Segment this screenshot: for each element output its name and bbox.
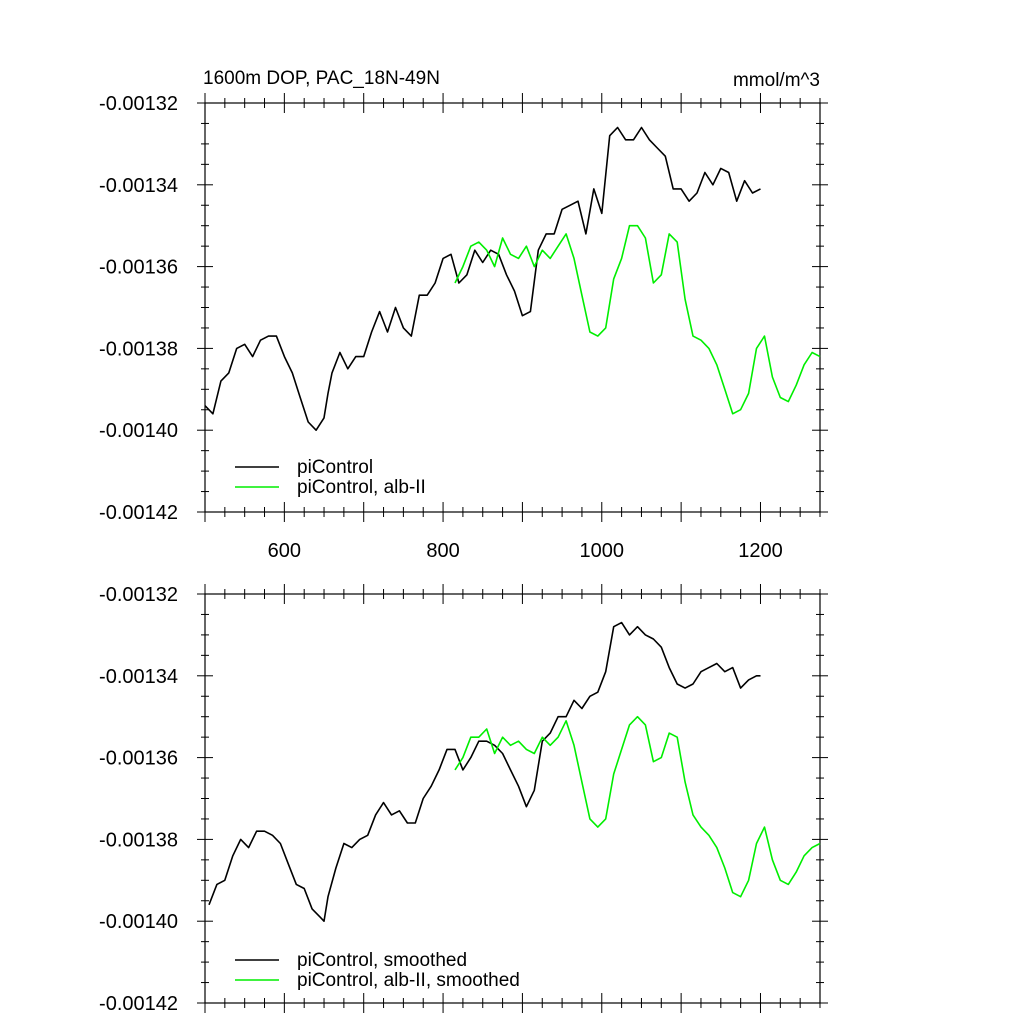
x-tick-label: 1000 xyxy=(580,540,625,562)
y-tick-label: -0.00132 xyxy=(99,584,178,606)
bottom-panel: -0.00132 -0.00134 -0.00136 -0.00138 -0.00140… xyxy=(99,584,828,1015)
y-tick-label: -0.00142 xyxy=(99,502,178,524)
series-lines xyxy=(204,126,821,432)
legend-label: piControl, smoothed xyxy=(297,950,467,971)
y-tick-label: -0.00140 xyxy=(99,911,178,933)
y-tick-label: -0.00136 xyxy=(99,748,178,770)
series-line-1 xyxy=(454,715,821,898)
series-line-0 xyxy=(204,126,761,432)
x-tick-label: 800 xyxy=(426,540,459,562)
series-line-0 xyxy=(208,621,761,923)
axis-ticks xyxy=(197,584,828,1013)
y-axis-labels: -0.00132 -0.00134 -0.00136 -0.00138 -0.00140… xyxy=(99,93,178,524)
series-line-1 xyxy=(454,224,821,415)
series-lines xyxy=(208,621,821,923)
y-tick-label: -0.00134 xyxy=(99,666,178,688)
y-tick-label: -0.00136 xyxy=(99,257,178,279)
units-label: mmol/m^3 xyxy=(733,70,820,91)
legend-label: piControl, alb-II, smoothed xyxy=(297,970,520,991)
axis-ticks xyxy=(197,93,828,522)
y-tick-label: -0.00138 xyxy=(99,829,178,851)
y-tick-label: -0.00138 xyxy=(99,338,178,360)
legend-label: piControl, alb-II xyxy=(297,477,426,498)
x-axis-labels: 600 800 1000 1200 xyxy=(268,540,783,562)
y-axis-labels: -0.00132 -0.00134 -0.00136 -0.00138 -0.00140… xyxy=(99,584,178,1015)
legend-label: piControl xyxy=(297,457,373,478)
chart-title: 1600m DOP, PAC_18N-49N xyxy=(203,68,440,89)
y-tick-label: -0.00140 xyxy=(99,420,178,442)
x-tick-label: 600 xyxy=(268,540,301,562)
y-tick-label: -0.00134 xyxy=(99,175,178,197)
y-tick-label: -0.00132 xyxy=(99,93,178,115)
x-tick-label: 1200 xyxy=(738,540,783,562)
plot-frame xyxy=(204,593,821,1004)
top-panel: 1600m DOP, PAC_18N-49N mmol/m^3 -0.00132… xyxy=(99,68,828,562)
y-tick-label: -0.00142 xyxy=(99,993,178,1015)
plot-frame xyxy=(204,102,821,513)
